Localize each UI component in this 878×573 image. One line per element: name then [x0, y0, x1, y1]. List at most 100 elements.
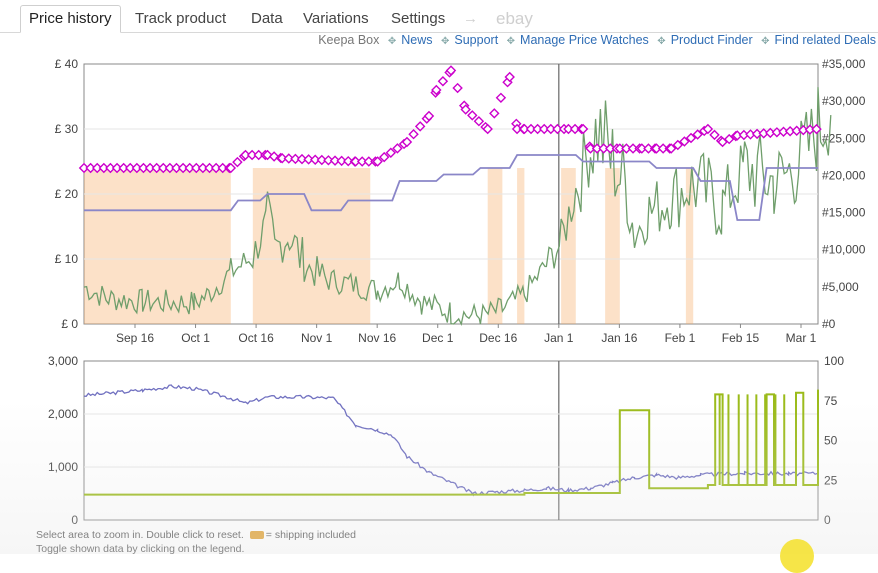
new-price-marker — [445, 65, 457, 76]
y-right-tick: #10,000 — [822, 243, 866, 257]
sales-rank-line — [83, 87, 832, 326]
offer-count-line — [83, 384, 818, 497]
new-price-marker — [171, 162, 182, 174]
x-tick: Jan 1 — [544, 331, 574, 345]
offer-count-chart: 0 1,000 2,000 3,000 0 25 50 75 100 — [48, 354, 844, 527]
hint-zoom: Select area to zoom in. Double click to … — [36, 529, 244, 541]
new-price-marker — [385, 147, 397, 158]
quick-links: Keepa Box ✥ News ✥ Support ✥ Manage Price W… — [318, 33, 876, 47]
y-right-tick: #15,000 — [822, 206, 866, 220]
chart-hint: Select area to zoom in. Double click to … — [36, 528, 356, 556]
tab-data[interactable]: Data — [251, 10, 283, 27]
new-price-marker — [692, 129, 703, 140]
x-tick: Oct 16 — [238, 331, 274, 345]
new-price-marker — [316, 154, 328, 166]
y-right-tick: #20,000 — [822, 168, 866, 182]
keepa-box-label[interactable]: Keepa Box — [318, 33, 380, 47]
link-manage-price-watches[interactable]: Manage Price Watches — [520, 33, 649, 47]
new-price-marker — [151, 162, 162, 174]
x-tick: Feb 1 — [665, 331, 696, 345]
tab-track-product[interactable]: Track product — [135, 10, 227, 27]
new-price-marker — [111, 162, 123, 174]
diamond-icon: ✥ — [761, 36, 770, 47]
new-price-marker — [85, 162, 96, 174]
y-right-tick: #35,000 — [822, 57, 866, 71]
amazon-shade — [561, 168, 576, 324]
new-price-marker — [545, 123, 557, 135]
amazon-shade — [605, 168, 620, 324]
new-price-marker — [197, 162, 209, 174]
y-left-tick: £ 10 — [55, 252, 79, 266]
x-tick: Feb 15 — [722, 331, 760, 345]
new-price-marker — [665, 143, 677, 154]
new-price-marker — [723, 133, 735, 145]
y-right-tick: #25,000 — [822, 131, 866, 145]
ebay-logo[interactable]: ebay — [496, 9, 533, 28]
plot-area-bottom — [83, 360, 819, 521]
tab-settings[interactable]: Settings — [391, 10, 446, 27]
new-price-marker — [614, 143, 626, 154]
amazon-shade — [517, 168, 525, 324]
new-price-marker — [563, 123, 574, 135]
new-price-marker — [804, 124, 816, 135]
link-find-related-deals[interactable]: Find related Deals — [774, 33, 876, 47]
new-price-marker — [232, 156, 243, 168]
new-price-marker — [732, 130, 743, 141]
link-news[interactable]: News — [401, 33, 433, 47]
link-support[interactable]: Support — [454, 33, 499, 47]
new-price-marker — [336, 155, 347, 167]
new-price-marker — [177, 162, 189, 174]
price-chart[interactable]: £ 0 £ 10 £ 20 £ 30 £ 40 #0 #5,000 #10,000 #15,00… — [0, 0, 878, 554]
new-price-marker — [685, 132, 697, 144]
new-price-marker — [511, 123, 523, 135]
new-price-marker — [798, 124, 809, 136]
new-price-marker — [460, 104, 471, 115]
new-price-marker — [91, 162, 103, 174]
new-price-marker — [519, 123, 530, 135]
new-price-marker — [246, 149, 258, 161]
new-price-marker — [240, 149, 251, 161]
new-price-marker — [105, 162, 116, 174]
x-tick: Oct 1 — [181, 331, 210, 345]
new-price-marker — [784, 126, 796, 137]
new-price-marker — [158, 162, 169, 174]
y-left-tick: £ 20 — [55, 187, 79, 201]
new-price-marker — [323, 155, 334, 166]
new-price-marker — [431, 84, 442, 96]
new-price-marker — [210, 162, 222, 174]
new-price-marker — [738, 129, 750, 141]
x-tick: Nov 16 — [358, 331, 396, 345]
new-price-marker — [811, 123, 822, 135]
new-price-marker — [467, 110, 478, 121]
new-price-marker — [118, 162, 129, 174]
new-price-marker — [569, 123, 581, 135]
amazon-shade — [685, 168, 694, 324]
new-price-marker — [78, 162, 90, 174]
x-tick: Mar 1 — [786, 331, 817, 345]
tab-variations[interactable]: Variations — [303, 10, 369, 27]
diamond-icon: ✥ — [506, 36, 516, 47]
new-price-marker — [191, 162, 202, 174]
new-price-marker — [532, 123, 543, 135]
y-left-tick: £ 30 — [55, 122, 79, 136]
new-price-marker — [138, 162, 149, 174]
new-price-marker — [184, 162, 195, 174]
new-price-marker — [309, 154, 321, 165]
y-right-tick: #0 — [822, 317, 836, 331]
new-price-marker — [296, 153, 308, 165]
hint-legend: Toggle shown data by clicking on the leg… — [36, 543, 245, 555]
new-price-marker — [378, 151, 390, 163]
y-right-tick-bottom: 50 — [824, 434, 838, 448]
new-price-marker — [482, 123, 493, 135]
new-price-marker — [679, 136, 690, 147]
link-product-finder[interactable]: Product Finder — [670, 33, 753, 47]
diamond-icon: ✥ — [387, 36, 397, 47]
new-price-marker — [758, 128, 769, 139]
y-right-tick-bottom: 75 — [824, 394, 838, 408]
new-price-marker — [125, 162, 136, 174]
new-price-marker — [253, 149, 264, 161]
cursor-highlight — [780, 539, 814, 573]
tab-price-history[interactable]: Price history — [20, 5, 121, 33]
new-price-marker — [765, 127, 776, 139]
new-price-marker — [473, 115, 485, 127]
